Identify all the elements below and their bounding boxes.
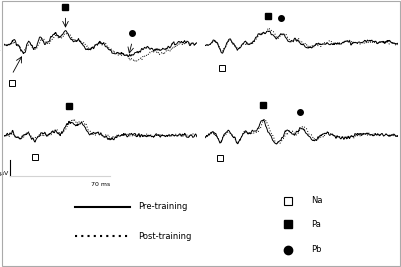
Text: Pa: Pa: [310, 220, 320, 229]
Text: 7 µV: 7 µV: [0, 171, 8, 176]
Text: Pb: Pb: [310, 245, 321, 254]
Text: Na: Na: [310, 196, 322, 205]
Text: Pre-training: Pre-training: [138, 202, 187, 211]
Text: Post-training: Post-training: [138, 232, 191, 241]
Text: 70 ms: 70 ms: [91, 182, 110, 187]
